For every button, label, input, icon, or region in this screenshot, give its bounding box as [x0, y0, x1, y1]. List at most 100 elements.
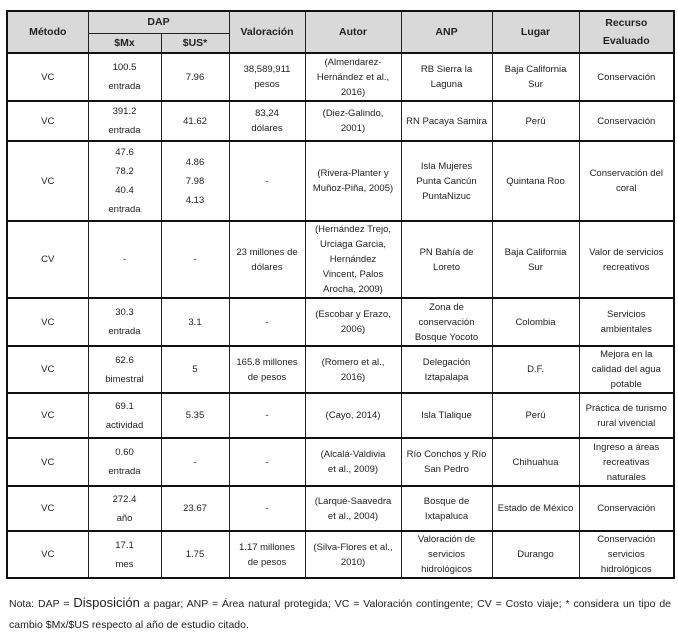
cell-us: 23.67: [160, 485, 230, 532]
cell-mx: 30.3 entrada: [87, 297, 162, 347]
cell-lugar: Chihuahua: [491, 437, 580, 487]
valuation-studies-table: Método DAP Valoración Autor ANP Lugar Re…: [6, 10, 676, 579]
cell-lugar: Perú: [491, 100, 580, 142]
cell-recurso: Conservación del coral: [578, 140, 675, 222]
cell-recurso: Conservación servicios hidrológicos: [578, 530, 675, 579]
cell-valoracion: 38,589,911 pesos: [228, 52, 306, 102]
table-row: CV - -23 millones de dólares (Hernández Tre…: [6, 220, 675, 299]
cell-valoracion: 165.8 millones de pesos: [228, 345, 306, 394]
cell-lugar: Durango: [491, 530, 580, 579]
cell-us: -: [160, 220, 230, 299]
cell-us: 41.62: [160, 100, 230, 142]
cell-lugar: Perú: [491, 392, 580, 439]
cell-recurso: Conservación: [578, 52, 675, 102]
cell-recurso: Práctica de turismo rural vivencial: [578, 392, 675, 439]
cell-metodo: VC: [6, 52, 89, 102]
cell-lugar: Baja California Sur: [491, 52, 580, 102]
cell-autor: (Silva-Flores et al., 2010): [304, 530, 402, 579]
cell-anp: Isla Tlalique: [400, 392, 493, 439]
cell-metodo: VC: [6, 437, 89, 487]
cell-autor: (Rivera-Planter y Muñoz-Piña, 2005): [304, 140, 402, 222]
cell-anp: PN Bahía de Loreto: [400, 220, 493, 299]
cell-anp: Delegación Iztapalapa: [400, 345, 493, 394]
table-row: VC 0.60 entrada - - (Alcalá-Valdivia et al.,…: [6, 437, 675, 487]
cell-recurso: Servicios ambientales: [578, 297, 675, 347]
header-recurso: Recurso Evaluado: [578, 10, 675, 54]
cell-valoracion: 83,24 dólares: [228, 100, 306, 142]
cell-valoracion: -: [228, 297, 306, 347]
cell-anp: Bosque de Ixtapaluca: [400, 485, 493, 532]
cell-metodo: VC: [6, 485, 89, 532]
cell-us: 3.1: [160, 297, 230, 347]
note-prefix: Nota: DAP =: [9, 598, 74, 610]
table-row: VC 100.5 entrada 7.96 38,589,911 pesos (Alme…: [6, 52, 675, 102]
cell-mx: 100.5 entrada: [87, 52, 162, 102]
cell-recurso: Ingreso a áreas recreativas naturales: [578, 437, 675, 487]
cell-anp: Zona de conservación Bosque Yocoto: [400, 297, 493, 347]
cell-metodo: VC: [6, 100, 89, 142]
cell-anp: Isla Mujeres Punta Cancún PuntaNizuc: [400, 140, 493, 222]
cell-lugar: Estado de México: [491, 485, 580, 532]
cell-autor: (Romero et al., 2016): [304, 345, 402, 394]
cell-us: 4.86 7.98 4.13: [160, 140, 230, 222]
cell-mx: -: [87, 220, 162, 299]
cell-autor: (Escobar y Erazo, 2006): [304, 297, 402, 347]
table-row: VC 17.1 mes 1.75 1.17 millones de pesos (Sil…: [6, 530, 675, 579]
cell-us: 1.75: [160, 530, 230, 579]
cell-lugar: Quintana Roo: [491, 140, 580, 222]
cell-metodo: CV: [6, 220, 89, 299]
header-anp: ANP: [400, 10, 493, 54]
header-valoracion: Valoración: [228, 10, 306, 54]
cell-mx: 17.1 mes: [87, 530, 162, 579]
cell-mx: 47.6 78.2 40.4 entrada: [87, 140, 162, 222]
header-mx: $Mx: [87, 32, 162, 54]
table-row: VC 30.3 entrada 3.1- (Escobar y Erazo, 2006…: [6, 297, 675, 347]
cell-recurso: Conservación: [578, 485, 675, 532]
cell-autor: (Larqué-Saavedra et al., 2004): [304, 485, 402, 532]
table-row: VC 47.6 78.2 40.4 entrada 4.86 7.98 4.13 -…: [6, 140, 675, 222]
cell-recurso: Valor de servicios recreativos: [578, 220, 675, 299]
cell-autor: (Diez-Galindo, 2001): [304, 100, 402, 142]
header-us: $US*: [160, 32, 230, 54]
note-rest: a pagar; ANP = Área natural protegida; V…: [9, 598, 671, 631]
cell-anp: Río Conchos y Río San Pedro: [400, 437, 493, 487]
header-lugar: Lugar: [491, 10, 580, 54]
cell-valoracion: -: [228, 437, 306, 487]
table-row: VC 272.4 año 23.67- (Larqué-Saavedra et al.…: [6, 485, 675, 532]
table-row: VC 391.2 entrada 41.62 83,24 dólares (Diez-G…: [6, 100, 675, 142]
table-row: VC 62.6 bimestral 5 165.8 millones de pesos…: [6, 345, 675, 394]
cell-mx: 272.4 año: [87, 485, 162, 532]
cell-valoracion: -: [228, 485, 306, 532]
cell-mx: 0.60 entrada: [87, 437, 162, 487]
table-row: VC 69.1 actividad 5.35- (Cayo, 2014) Isla Tl…: [6, 392, 675, 439]
cell-metodo: VC: [6, 392, 89, 439]
cell-lugar: D.F.: [491, 345, 580, 394]
cell-recurso: Conservación: [578, 100, 675, 142]
cell-us: 5: [160, 345, 230, 394]
cell-autor: (Almendarez- Hernández et al., 2016): [304, 52, 402, 102]
cell-metodo: VC: [6, 530, 89, 579]
cell-autor: (Alcalá-Valdivia et al., 2009): [304, 437, 402, 487]
cell-mx: 391.2 entrada: [87, 100, 162, 142]
cell-metodo: VC: [6, 345, 89, 394]
note-emphasis: Disposición: [73, 595, 140, 610]
cell-anp: Valoración de servicios hidrológicos: [400, 530, 493, 579]
cell-autor: (Cayo, 2014): [304, 392, 402, 439]
header-metodo: Método: [6, 10, 89, 54]
cell-lugar: Baja California Sur: [491, 220, 580, 299]
header-autor: Autor: [304, 10, 402, 54]
cell-metodo: VC: [6, 297, 89, 347]
cell-mx: 69.1 actividad: [87, 392, 162, 439]
cell-recurso: Mejora en la calidad del agua potable: [578, 345, 675, 394]
cell-mx: 62.6 bimestral: [87, 345, 162, 394]
cell-valoracion: -: [228, 392, 306, 439]
cell-autor: (Hernández Trejo, Urciaga Garcia, Hernán…: [304, 220, 402, 299]
cell-anp: RB Sierra la Laguna: [400, 52, 493, 102]
cell-valoracion: -: [228, 140, 306, 222]
cell-anp: RN Pacaya Samira: [400, 100, 493, 142]
cell-us: -: [160, 437, 230, 487]
table-note: Nota: DAP = Disposición a pagar; ANP = Á…: [9, 592, 671, 636]
cell-lugar: Colombia: [491, 297, 580, 347]
cell-valoracion: 23 millones de dólares: [228, 220, 306, 299]
cell-us: 7.96: [160, 52, 230, 102]
